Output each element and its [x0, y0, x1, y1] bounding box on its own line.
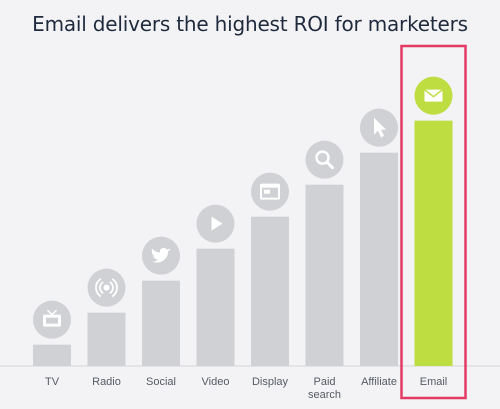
twitter-bird-icon — [142, 236, 180, 275]
x-tick-label-email: Email — [420, 376, 448, 388]
bar-tv — [33, 344, 71, 366]
x-tick-label-social: Social — [146, 376, 176, 388]
x-tick-label-video: Video — [202, 376, 230, 388]
bar-paid-search — [305, 184, 344, 366]
x-tick-label-radio: Radio — [92, 376, 121, 388]
cursor-icon — [360, 108, 398, 147]
x-tick-label-display: Display — [252, 376, 289, 388]
bar-email — [414, 120, 453, 367]
x-tick-label-paid-search-1: Paid — [313, 376, 335, 388]
highlight-box — [400, 44, 467, 400]
mail-envelope-icon — [414, 76, 453, 115]
x-tick-label-tv: TV — [45, 376, 60, 388]
bar-radio — [87, 312, 126, 366]
bar-affiliate — [360, 152, 398, 366]
x-tick-label-affiliate: Affiliate — [361, 376, 397, 388]
radio-broadcast-icon — [87, 268, 126, 307]
play-icon — [196, 204, 235, 243]
x-tick-label-paid-search-2: search — [308, 389, 341, 401]
search-icon — [305, 140, 344, 179]
bar-social — [142, 280, 180, 366]
bar-display — [251, 216, 289, 366]
bar-video — [196, 248, 235, 366]
display-window-icon — [251, 172, 289, 211]
tv-icon — [33, 300, 71, 339]
chart-title: Email delivers the highest ROI for marke… — [32, 12, 468, 36]
